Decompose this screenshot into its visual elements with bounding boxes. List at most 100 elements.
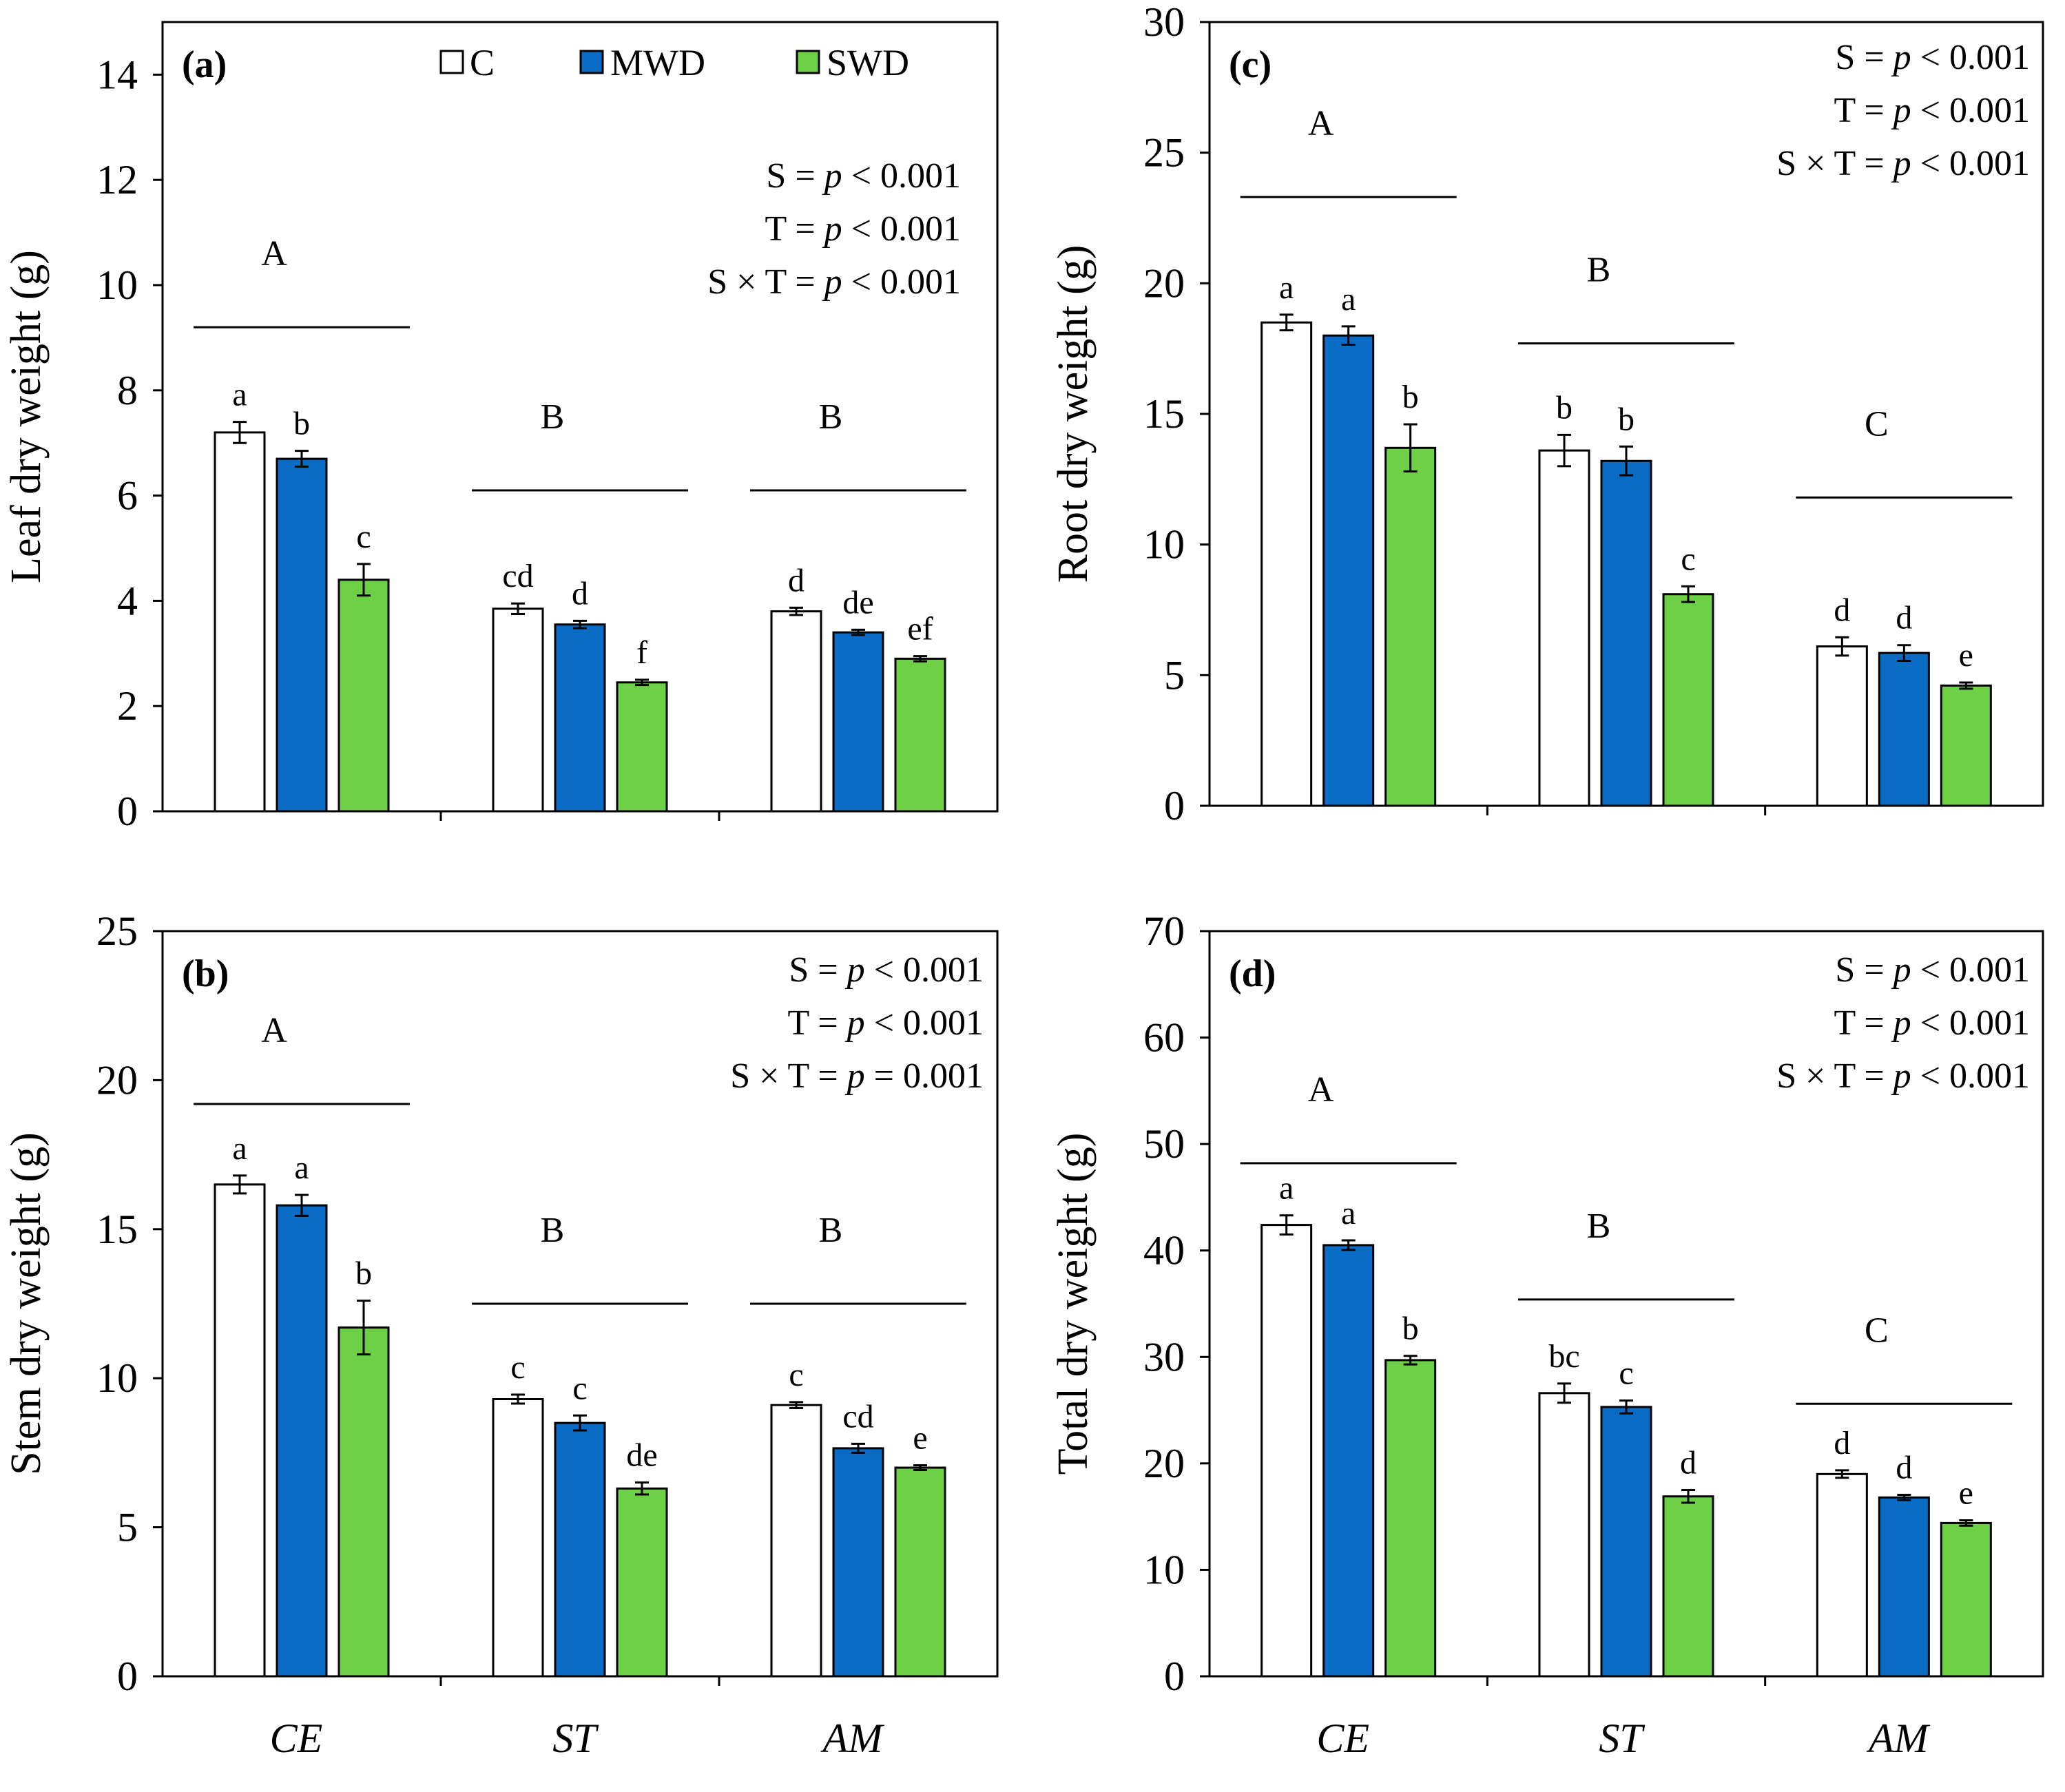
y-tick-label: 30 (1143, 0, 1185, 45)
bar-letter: ef (907, 611, 933, 647)
stat-suffix: < 0.001 (1911, 1003, 2030, 1043)
y-axis-title: Total dry weight (g) (1050, 1133, 1097, 1475)
bar-c-am (770, 610, 822, 813)
bar-letter: d (1834, 1425, 1850, 1461)
y-tick-label: 40 (1143, 1228, 1185, 1273)
group-letter: B (541, 1211, 565, 1250)
bar-mwd-ce (276, 1204, 328, 1678)
group-letter: A (261, 1011, 287, 1050)
y-tick-label: 10 (96, 1355, 138, 1401)
x-category-label: CE (270, 1716, 323, 1761)
bar-swd-ce (1384, 446, 1437, 807)
group-letter: B (819, 397, 843, 437)
y-tick-label: 25 (1143, 130, 1185, 176)
stat-line: S × T = p < 0.001 (1776, 144, 2030, 183)
y-axis-title: Root dry weight (g) (1050, 245, 1097, 583)
stat-p: p (844, 1056, 865, 1096)
y-tick-label: 50 (1143, 1121, 1185, 1167)
stat-p: p (1891, 38, 1911, 77)
stat-suffix: < 0.001 (1911, 950, 2030, 990)
y-tick-label: 12 (96, 157, 138, 202)
bar-swd-am (894, 657, 946, 813)
legend-swatch-swd (796, 50, 820, 74)
bar-swd-ce (338, 579, 390, 813)
panel-d: 0 10 20 30 40 50 60 70 Total dry weight (g) (d) S … (1050, 908, 2044, 1761)
stat-p: p (1891, 950, 1911, 990)
stat-p: p (822, 156, 842, 196)
bar-letter: f (636, 634, 647, 671)
bar-mwd-am (1878, 652, 1930, 807)
stat-p: p (822, 209, 842, 249)
stat-line: T = p < 0.001 (1834, 1003, 2030, 1043)
stat-prefix: T = (765, 209, 824, 249)
y-tick-label: 4 (117, 578, 138, 623)
y-tick-label: 15 (96, 1207, 138, 1252)
stat-line: S × T = p < 0.001 (707, 262, 961, 302)
stat-suffix: < 0.001 (842, 156, 961, 196)
bar-mwd-ce (1322, 1244, 1375, 1678)
stat-suffix: < 0.001 (865, 1003, 984, 1043)
y-tick-label: 5 (117, 1505, 138, 1550)
stat-p: p (844, 1003, 865, 1043)
bar-c-am (770, 1404, 822, 1678)
stat-prefix: T = (1834, 1003, 1893, 1043)
y-tick-label: 20 (96, 1057, 138, 1103)
stat-line: S = p < 0.001 (789, 950, 984, 990)
stat-prefix: T = (788, 1003, 847, 1043)
bar-letter: d (1680, 1445, 1696, 1481)
y-tick-label: 2 (117, 683, 138, 729)
stat-line: S = p < 0.001 (766, 156, 961, 196)
legend-swatch-c (439, 50, 464, 74)
stat-suffix: < 0.001 (1911, 1056, 2030, 1096)
stat-prefix: S = (766, 156, 824, 196)
panel-label: (d) (1229, 952, 1276, 995)
y-axis-title: Leaf dry weight (g) (3, 250, 50, 583)
stat-p: p (822, 262, 842, 302)
bar-c-am (1816, 645, 1868, 807)
bar-c-ce (214, 431, 266, 813)
bar-mwd-st (1600, 1406, 1652, 1678)
group-letter: A (1308, 1070, 1334, 1109)
stat-line: S = p < 0.001 (1835, 950, 2030, 990)
y-tick-label: 6 (117, 473, 138, 519)
stat-line: T = p < 0.001 (765, 209, 961, 249)
legend-swatch-mwd (579, 50, 604, 74)
bar-mwd-st (554, 623, 606, 813)
x-category-label: ST (1599, 1716, 1645, 1761)
bar-letter: cd (842, 1398, 873, 1435)
bar-letter: b (1402, 379, 1419, 415)
y-tick-label: 10 (1143, 1547, 1185, 1592)
stat-suffix: = 0.001 (865, 1056, 984, 1096)
bar-letter: cd (502, 558, 533, 594)
group-letter: A (1308, 104, 1334, 143)
stat-suffix: < 0.001 (842, 209, 961, 249)
group-letter: B (1587, 251, 1611, 290)
y-tick-label: 20 (1143, 260, 1185, 306)
stat-suffix: < 0.001 (842, 262, 961, 302)
stat-p: p (1891, 144, 1911, 183)
stat-suffix: < 0.001 (865, 950, 984, 990)
bar-letter: b (1618, 401, 1635, 437)
bar-swd-st (616, 1487, 668, 1678)
stat-prefix: S = (1835, 950, 1893, 990)
bar-letter: a (1279, 269, 1294, 306)
bar-c-am (1816, 1472, 1868, 1678)
bar-swd-st (1662, 593, 1714, 807)
stat-line: T = p < 0.001 (788, 1003, 984, 1043)
bar-c-st (492, 1397, 544, 1678)
y-tick-label: 10 (1143, 522, 1185, 567)
y-tick-label: 15 (1143, 391, 1185, 437)
stat-suffix: < 0.001 (1911, 144, 2030, 183)
bar-swd-am (894, 1466, 946, 1678)
bar-mwd-am (832, 1447, 884, 1678)
group-letter: B (1587, 1207, 1611, 1246)
y-tick-label: 25 (96, 908, 138, 954)
bar-letter: c (789, 1357, 803, 1393)
stat-line: S = p < 0.001 (1835, 38, 2030, 77)
bar-letter: b (1402, 1311, 1419, 1347)
bar-letter: c (572, 1370, 587, 1406)
bar-letter: d (572, 575, 588, 612)
bar-letter: a (1341, 281, 1356, 317)
bar-letter: a (232, 377, 247, 413)
bar-letter: e (913, 1420, 927, 1457)
